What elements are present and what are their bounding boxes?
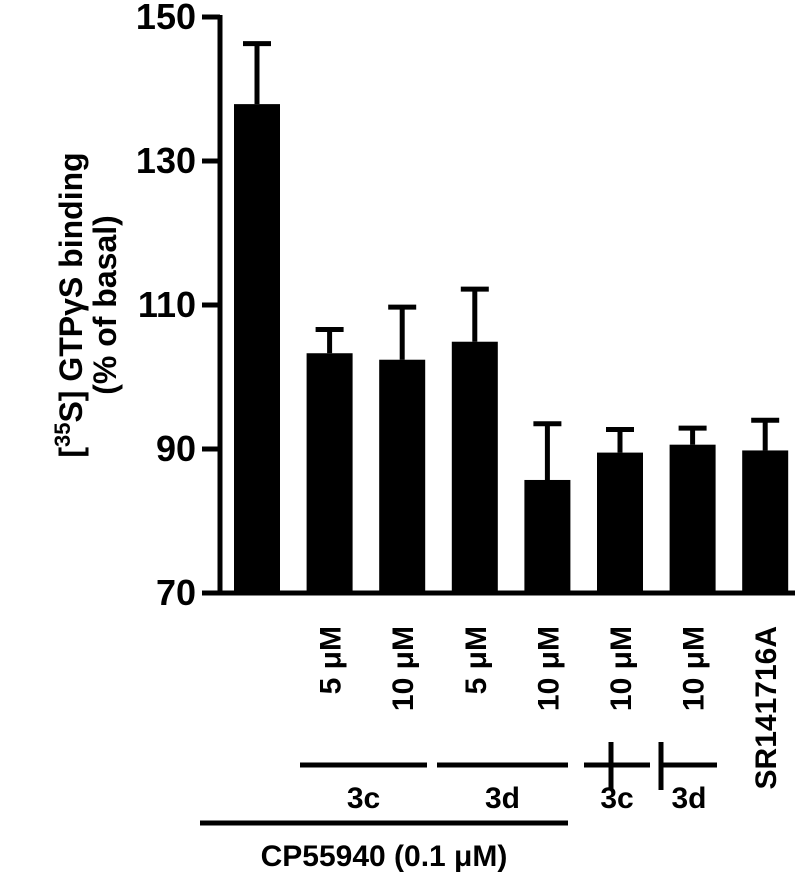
category-label: 5 μM: [460, 626, 493, 694]
bar: [234, 104, 280, 594]
group-label: 3d: [485, 782, 520, 815]
category-label: 10 μM: [387, 626, 420, 711]
category-label: 10 μM: [678, 626, 711, 711]
y-tick-label: 90: [156, 428, 196, 469]
bar: [669, 444, 716, 593]
category-label: 5 μM: [315, 626, 348, 694]
y-axis-title: [35S] GTPγS binding (% of basal): [50, 152, 123, 457]
bar: [524, 479, 571, 593]
error-bars: [243, 41, 780, 480]
y-tick-label: 150: [136, 0, 196, 37]
category-label: SR141716A: [750, 626, 783, 789]
bars: [234, 104, 789, 594]
y-tick-label: 130: [136, 140, 196, 181]
bar: [306, 353, 353, 593]
group-label: CP55940 (0.1 μM): [261, 840, 508, 873]
group-label: 3c: [600, 782, 633, 815]
y-axis: 70 90 110 130 150: [136, 0, 223, 613]
y-axis-title-line1: [35S] GTPγS binding: [50, 152, 89, 457]
group-brackets: 3c 3d 3c 3d CP55940 (0.1 μM): [200, 742, 717, 873]
y-tick-label: 70: [156, 572, 196, 613]
y-axis-title-line2: (% of basal): [87, 215, 123, 395]
group-label: 3d: [671, 782, 706, 815]
bar: [597, 452, 643, 593]
y-tick-label: 110: [138, 284, 196, 325]
bar: [379, 359, 426, 593]
group-label: 3c: [347, 782, 380, 815]
category-label: 10 μM: [532, 626, 565, 711]
category-labels: 5 μM 10 μM 5 μM 10 μM 10 μM 10 μM SR141716A: [315, 626, 784, 789]
bar: [451, 341, 498, 593]
category-label: 10 μM: [605, 626, 638, 711]
bar: [742, 450, 789, 593]
